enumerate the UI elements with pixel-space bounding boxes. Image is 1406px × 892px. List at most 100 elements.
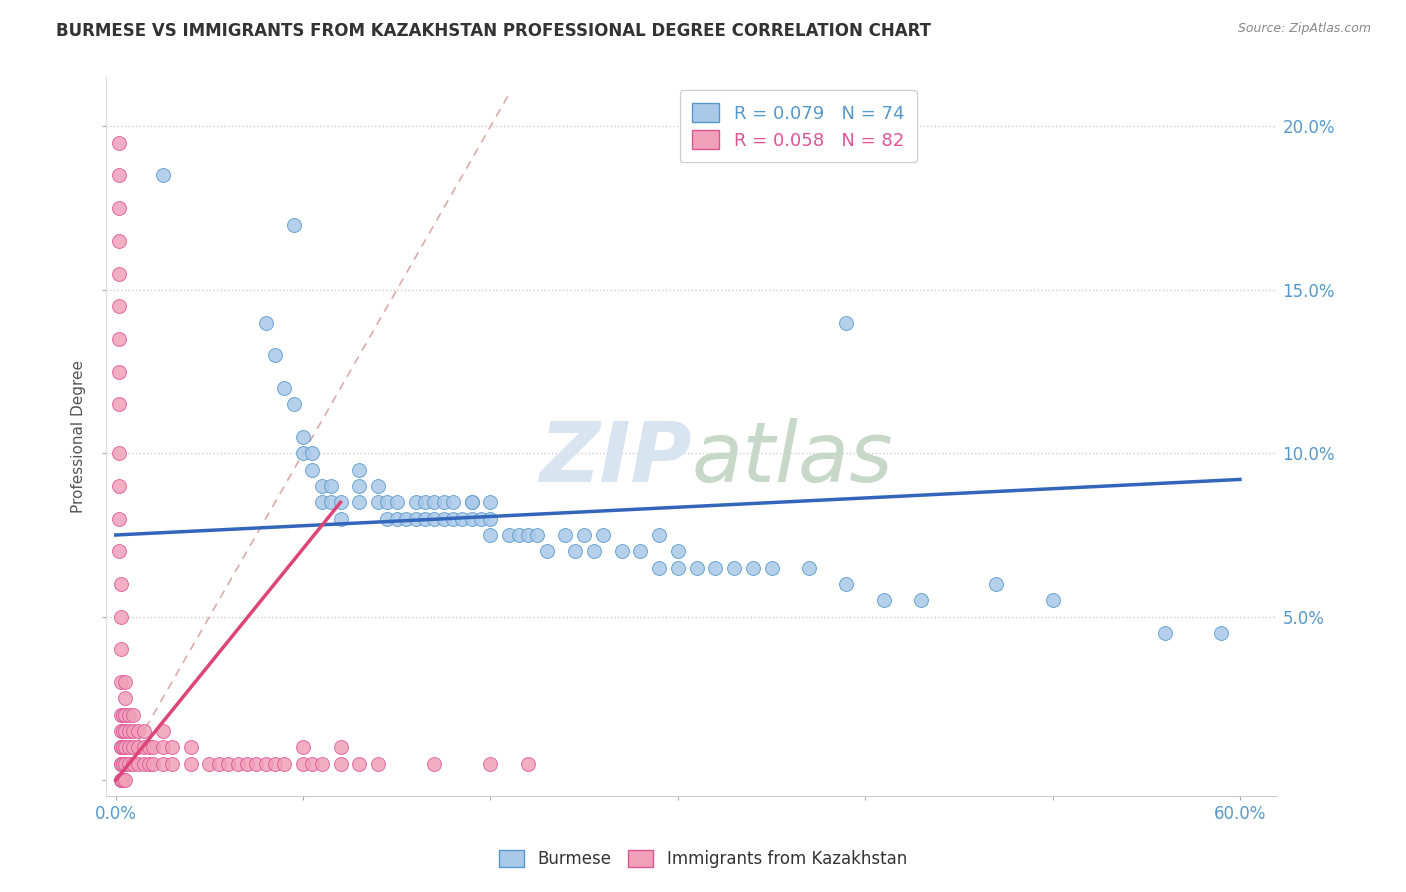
- Point: [112, 756, 135, 771]
- Point: [198, 756, 221, 771]
- Point: [273, 756, 295, 771]
- Point: [114, 740, 136, 755]
- Point: [405, 511, 427, 525]
- Point: [110, 756, 132, 771]
- Point: [1042, 593, 1064, 607]
- Point: [349, 479, 371, 493]
- Point: [283, 397, 305, 411]
- Point: [1211, 626, 1233, 640]
- Point: [461, 511, 484, 525]
- Point: [835, 316, 858, 330]
- Point: [110, 675, 132, 690]
- Point: [385, 511, 408, 525]
- Point: [423, 495, 446, 509]
- Point: [108, 544, 131, 558]
- Point: [110, 724, 132, 739]
- Point: [180, 756, 202, 771]
- Point: [110, 609, 132, 624]
- Point: [329, 495, 352, 509]
- Point: [208, 756, 231, 771]
- Point: [152, 724, 174, 739]
- Point: [479, 511, 502, 525]
- Point: [741, 560, 763, 574]
- Point: [666, 544, 689, 558]
- Point: [461, 495, 484, 509]
- Point: [835, 577, 858, 591]
- Text: BURMESE VS IMMIGRANTS FROM KAZAKHSTAN PROFESSIONAL DEGREE CORRELATION CHART: BURMESE VS IMMIGRANTS FROM KAZAKHSTAN PR…: [56, 22, 931, 40]
- Point: [160, 740, 183, 755]
- Point: [413, 495, 436, 509]
- Text: atlas: atlas: [692, 418, 894, 499]
- Point: [385, 495, 408, 509]
- Point: [479, 495, 502, 509]
- Point: [572, 528, 595, 542]
- Point: [986, 577, 1008, 591]
- Point: [423, 756, 446, 771]
- Point: [108, 169, 131, 183]
- Point: [582, 544, 605, 558]
- Point: [114, 773, 136, 788]
- Point: [873, 593, 896, 607]
- Point: [311, 495, 333, 509]
- Point: [108, 332, 131, 346]
- Point: [245, 756, 267, 771]
- Point: [292, 740, 315, 755]
- Point: [110, 773, 132, 788]
- Point: [413, 511, 436, 525]
- Point: [648, 528, 671, 542]
- Point: [592, 528, 614, 542]
- Point: [564, 544, 586, 558]
- Point: [110, 707, 132, 722]
- Point: [723, 560, 745, 574]
- Point: [108, 511, 131, 525]
- Point: [121, 756, 143, 771]
- Point: [311, 479, 333, 493]
- Legend: Burmese, Immigrants from Kazakhstan: Burmese, Immigrants from Kazakhstan: [492, 843, 914, 875]
- Point: [349, 462, 371, 476]
- Point: [301, 446, 323, 460]
- Point: [377, 495, 399, 509]
- Point: [108, 136, 131, 150]
- Point: [292, 756, 315, 771]
- Point: [110, 577, 132, 591]
- Point: [433, 495, 456, 509]
- Point: [112, 773, 135, 788]
- Point: [349, 756, 371, 771]
- Point: [264, 348, 287, 362]
- Legend: R = 0.079   N = 74, R = 0.058   N = 82: R = 0.079 N = 74, R = 0.058 N = 82: [679, 90, 917, 162]
- Point: [516, 756, 538, 771]
- Point: [114, 675, 136, 690]
- Point: [301, 462, 323, 476]
- Point: [114, 756, 136, 771]
- Y-axis label: Professional Degree: Professional Degree: [72, 360, 86, 514]
- Point: [516, 528, 538, 542]
- Point: [321, 495, 343, 509]
- Point: [142, 756, 165, 771]
- Point: [329, 740, 352, 755]
- Point: [292, 430, 315, 444]
- Point: [132, 740, 155, 755]
- Point: [110, 642, 132, 657]
- Point: [118, 724, 141, 739]
- Point: [441, 495, 464, 509]
- Point: [127, 724, 149, 739]
- Point: [108, 201, 131, 215]
- Point: [628, 544, 651, 558]
- Point: [479, 756, 502, 771]
- Point: [254, 756, 277, 771]
- Point: [112, 724, 135, 739]
- Point: [536, 544, 558, 558]
- Point: [254, 316, 277, 330]
- Point: [132, 756, 155, 771]
- Point: [108, 365, 131, 379]
- Text: Source: ZipAtlas.com: Source: ZipAtlas.com: [1237, 22, 1371, 36]
- Point: [110, 773, 132, 788]
- Point: [508, 528, 530, 542]
- Point: [108, 267, 131, 281]
- Point: [118, 740, 141, 755]
- Point: [138, 756, 160, 771]
- Point: [236, 756, 259, 771]
- Point: [685, 560, 707, 574]
- Point: [1154, 626, 1177, 640]
- Point: [479, 528, 502, 542]
